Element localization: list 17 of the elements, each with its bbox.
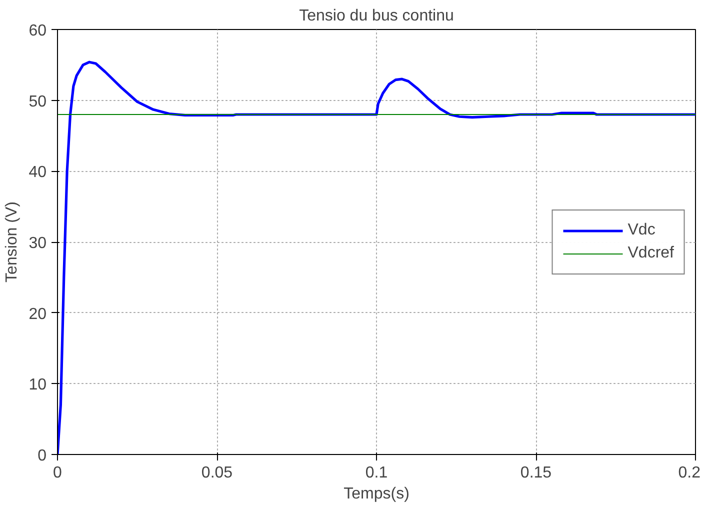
x-tick-label: 0.1	[365, 464, 388, 482]
y-tick-label: 10	[28, 376, 47, 394]
y-tick-label: 0	[38, 448, 47, 464]
y-tick-label: 20	[28, 306, 47, 323]
y-tick-label: 60	[28, 22, 47, 40]
legend-label: Vdcref	[628, 244, 674, 262]
y-tick-label: 40	[28, 164, 47, 182]
y-tick-label: 30	[28, 235, 47, 252]
x-tick-label: 0.15	[520, 464, 552, 482]
x-tick-label: 0	[53, 464, 62, 482]
y-axis-title: Tension (V)	[4, 202, 21, 282]
legend-label: Vdc	[628, 221, 656, 239]
x-tick-label: 0.2	[678, 464, 701, 482]
x-axis-title: Temps(s)	[344, 486, 410, 502]
chart-title: Tensio du bus continu	[299, 8, 454, 24]
x-tick-label: 0.05	[201, 464, 233, 482]
y-tick-label: 50	[28, 93, 47, 110]
